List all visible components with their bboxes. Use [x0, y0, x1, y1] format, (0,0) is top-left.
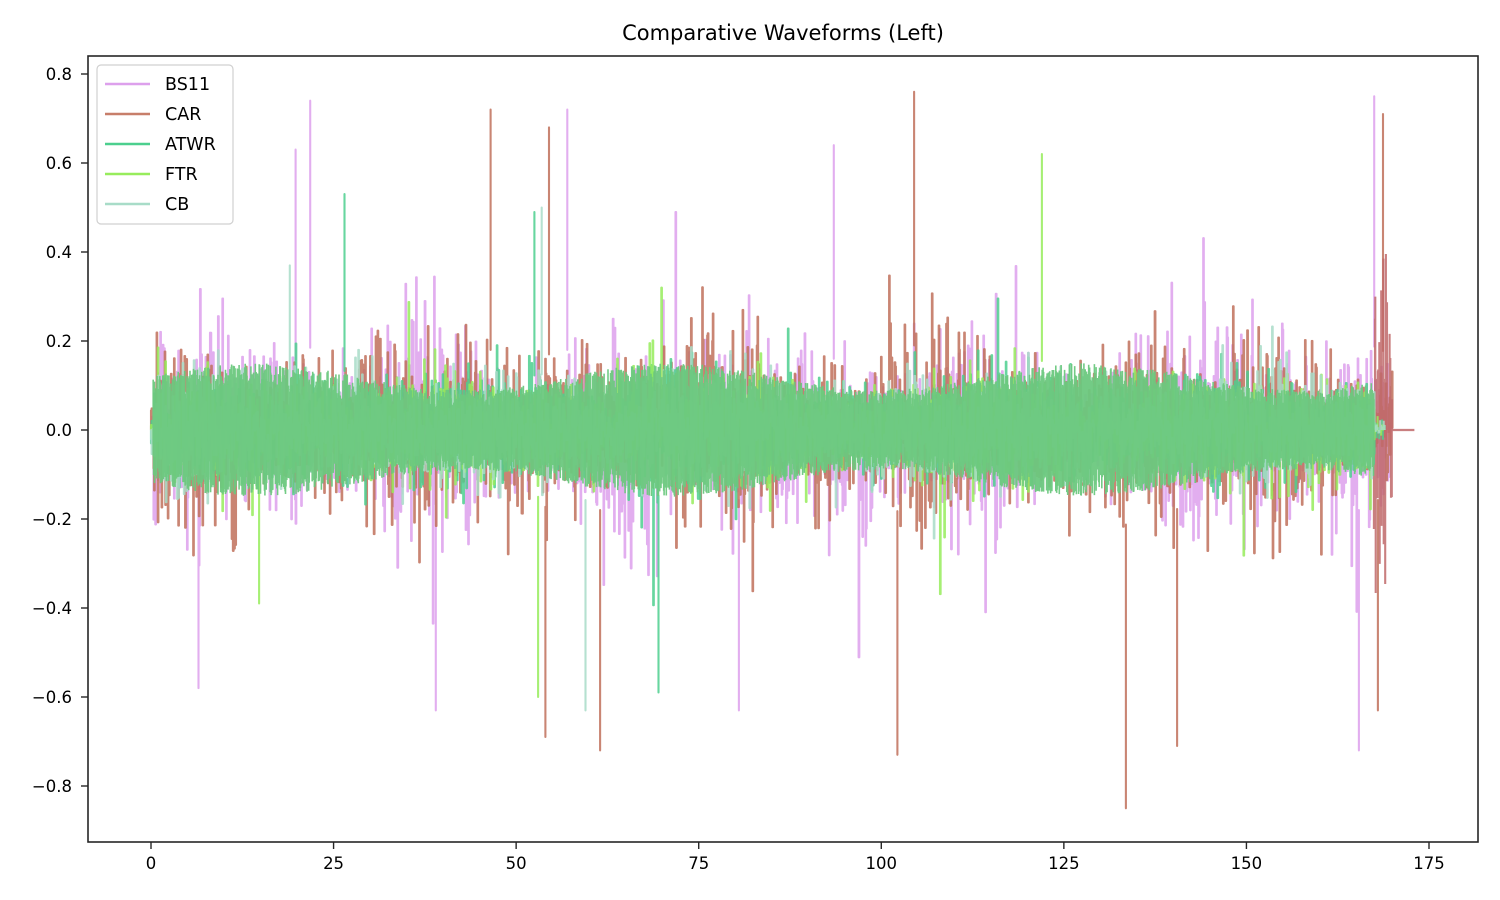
waveform-core-band	[152, 363, 1375, 497]
waveform-series-layer	[149, 90, 1415, 810]
x-tick-label: 100	[866, 854, 898, 873]
y-tick-label: 0.6	[46, 154, 72, 173]
legend-label-cb: CB	[165, 195, 189, 215]
legend-label-car: CAR	[165, 105, 201, 125]
legend-label-ftr: FTR	[165, 165, 198, 185]
x-axis: 0 25 50 75 100 125 150 175	[146, 842, 1445, 873]
x-tick-label: 175	[1413, 854, 1445, 873]
x-tick-label: 75	[688, 854, 709, 873]
y-tick-label: −0.4	[32, 599, 72, 618]
x-tick-label: 25	[323, 854, 344, 873]
x-tick-label: 0	[146, 854, 157, 873]
plot-frame	[87, 55, 1479, 843]
y-tick-label: 0.8	[46, 65, 72, 84]
y-tick-label: −0.6	[32, 688, 72, 707]
x-tick-label: 125	[1048, 854, 1080, 873]
y-axis: 0.8 0.6 0.4 0.2 0.0 −0.2 −0.4 −0.6 −0.8	[32, 65, 88, 796]
y-tick-label: −0.8	[32, 777, 72, 796]
y-tick-label: 0.2	[46, 332, 72, 351]
y-tick-label: 0.0	[46, 421, 72, 440]
chart-title: Comparative Waveforms (Left)	[622, 21, 944, 45]
legend-label-atwr: ATWR	[165, 135, 216, 155]
y-tick-label: −0.2	[32, 510, 72, 529]
y-tick-label: 0.4	[46, 243, 72, 262]
x-tick-label: 150	[1231, 854, 1263, 873]
legend: BS11 CAR ATWR FTR CB	[96, 64, 234, 225]
legend-box	[96, 64, 234, 225]
legend-label-bs11: BS11	[165, 75, 210, 95]
x-tick-label: 50	[506, 854, 527, 873]
